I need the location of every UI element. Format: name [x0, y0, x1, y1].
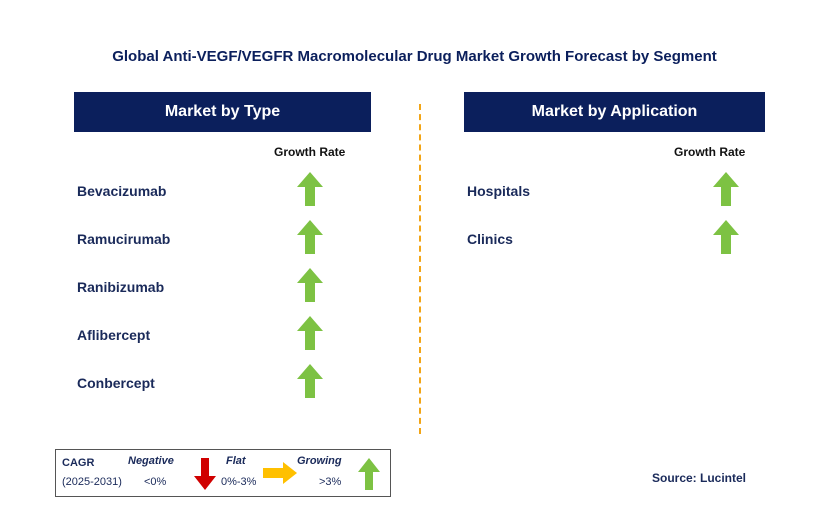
segment-label-ranibizumab: Ranibizumab — [77, 279, 165, 295]
legend-flat-label: Flat — [226, 455, 246, 467]
panel-divider — [419, 104, 421, 434]
up-arrow-icon — [297, 220, 323, 254]
up-arrow-icon — [297, 316, 323, 350]
segment-label-conbercept: Conbercept — [77, 375, 155, 391]
legend-growing-range: >3% — [319, 476, 342, 488]
up-arrow-icon — [297, 364, 323, 398]
up-arrow-icon — [713, 172, 739, 206]
chart-title: Global Anti-VEGF/VEGFR Macromolecular Dr… — [112, 48, 717, 65]
market-by-type-header: Market by Type — [74, 92, 371, 132]
down-arrow-icon — [194, 458, 216, 490]
segment-label-hospitals: Hospitals — [467, 183, 531, 199]
segment-label-ramucirumab: Ramucirumab — [77, 231, 171, 247]
legend-negative-range: <0% — [144, 476, 167, 488]
growth-rate-label-application: Growth Rate — [674, 145, 746, 159]
legend-cagr-label: CAGR — [62, 457, 95, 469]
market-by-application-header: Market by Application — [464, 92, 765, 132]
segment-label-aflibercept: Aflibercept — [77, 327, 151, 343]
legend-growing-label: Growing — [297, 455, 342, 467]
right-arrow-icon — [263, 462, 297, 484]
legend-negative-label: Negative — [128, 455, 174, 467]
segment-label-bevacizumab: Bevacizumab — [77, 183, 167, 199]
legend-period: (2025-2031) — [62, 476, 122, 488]
up-arrow-icon — [297, 268, 323, 302]
cagr-legend: CAGR (2025-2031) Negative <0% Flat 0%-3%… — [55, 449, 391, 497]
up-arrow-icon — [358, 458, 380, 490]
segment-label-clinics: Clinics — [467, 231, 513, 247]
growth-rate-label-type: Growth Rate — [274, 145, 346, 159]
up-arrow-icon — [297, 172, 323, 206]
up-arrow-icon — [713, 220, 739, 254]
legend-flat-range: 0%-3% — [221, 476, 257, 488]
source-note: Source: Lucintel — [652, 471, 747, 485]
